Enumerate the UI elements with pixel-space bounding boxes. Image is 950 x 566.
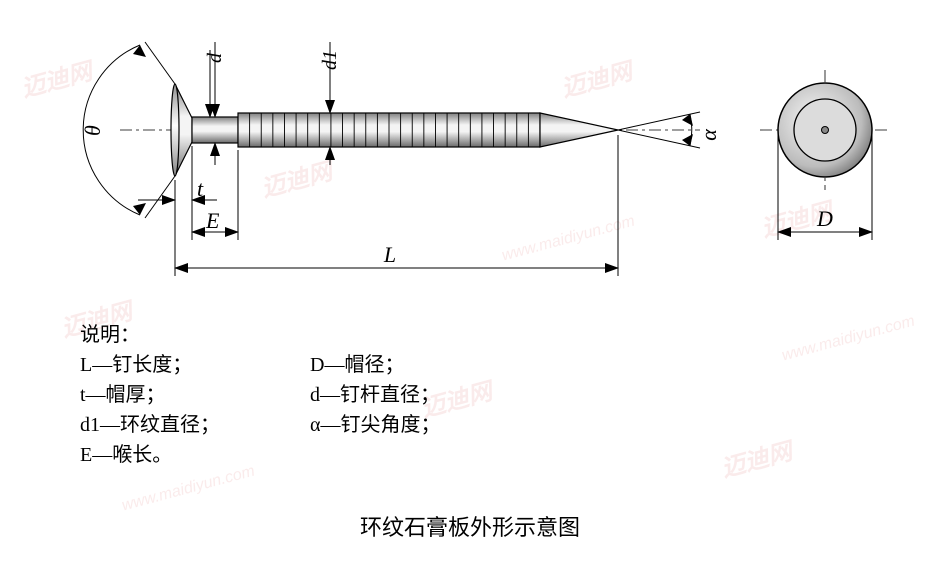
- theta-ray-upper: [145, 42, 175, 84]
- nail-throat: [192, 117, 238, 143]
- legend-line: D—帽径；: [310, 350, 440, 380]
- legend-line: E—喉长。: [80, 440, 220, 470]
- legend-line: d1—环纹直径；: [80, 410, 220, 440]
- head-center-dot: [822, 127, 829, 134]
- label-e: E: [205, 208, 220, 233]
- legend-line: t—帽厚；: [80, 380, 220, 410]
- nail-tip: [540, 113, 618, 147]
- label-t: t: [197, 176, 204, 201]
- legend-heading: 说明：: [80, 320, 140, 350]
- theta-ray-lower: [145, 176, 175, 218]
- label-l: L: [383, 242, 396, 267]
- legend-line: d—钉杆直径；: [310, 380, 440, 410]
- side-view: θ d d1 α t: [80, 42, 721, 276]
- legend-right: D—帽径； d—钉杆直径； α—钉尖角度；: [310, 350, 440, 440]
- legend-line: L—钉长度；: [80, 350, 220, 380]
- legend-left: L—钉长度； t—帽厚； d1—环纹直径； E—喉长。: [80, 350, 220, 470]
- figure-title: 环纹石膏板外形示意图: [360, 510, 580, 542]
- label-alpha: α: [696, 129, 721, 141]
- label-theta: θ: [80, 125, 105, 136]
- label-d: d: [204, 52, 226, 63]
- technical-drawing: θ d d1 α t: [0, 0, 950, 566]
- legend-line: α—钉尖角度；: [310, 410, 440, 440]
- label-d1: d1: [319, 50, 341, 70]
- head-view: D: [760, 70, 890, 240]
- nail-head-face: [171, 84, 179, 176]
- label-big-d: D: [816, 206, 833, 231]
